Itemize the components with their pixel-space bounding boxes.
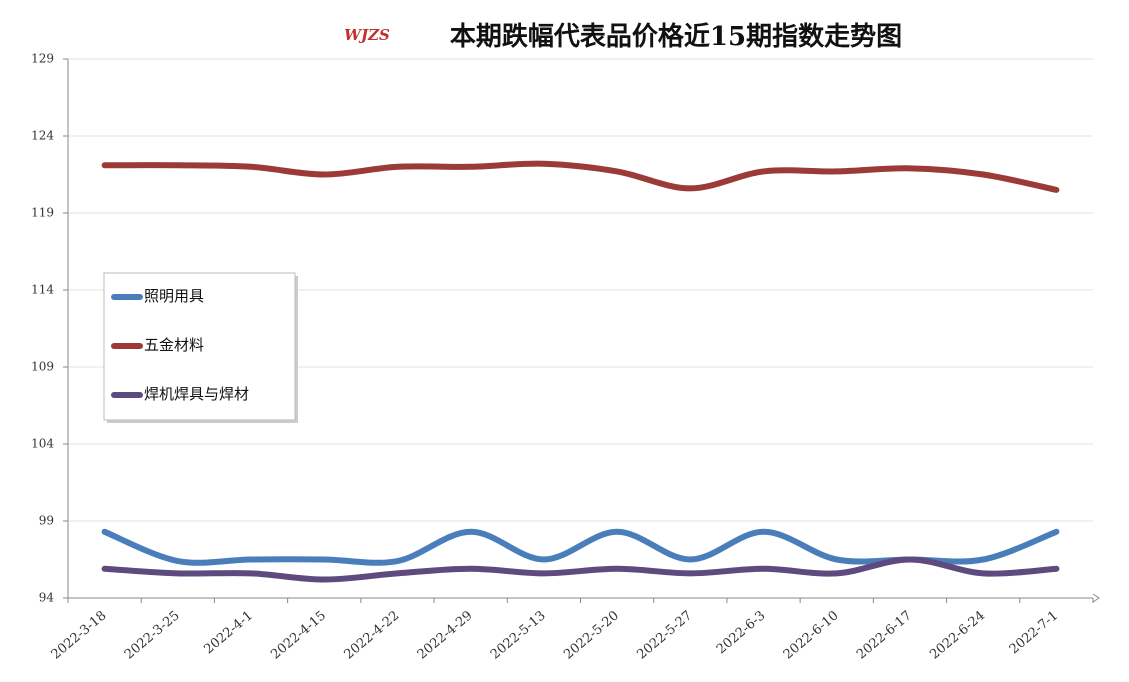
x-tick-label: 2022-4-22 [342,608,403,662]
x-tick-label: 2022-5-13 [488,608,549,662]
y-tick-label: 104 [31,437,54,451]
y-tick-label: 99 [39,514,54,528]
x-axis-arrow [1092,593,1100,603]
y-tick-label: 129 [31,52,54,66]
logo: WJZS [344,26,390,44]
x-tick-label: 2022-5-27 [634,608,695,662]
legend-label: 五金材料 [144,336,204,354]
x-tick-label: 2022-7-1 [1007,608,1061,657]
x-tick-label: 2022-6-10 [781,608,842,662]
x-tick-label: 2022-3-18 [49,608,110,662]
x-tick-label: 2022-4-15 [268,608,329,662]
legend-label: 照明用具 [144,287,204,305]
x-tick-label: 2022-5-20 [561,608,622,662]
series-line [101,556,1060,583]
y-tick-label: 124 [31,129,54,143]
y-tick-label: 119 [31,206,54,220]
x-tick-label: 2022-6-24 [927,608,988,662]
y-tick-label: 109 [31,360,54,374]
y-tick-label: 114 [31,283,54,297]
x-tick-label: 2022-4-1 [201,608,255,657]
series-line [101,160,1060,193]
x-tick-label: 2022-3-25 [122,608,183,662]
y-tick-label: 94 [39,591,55,605]
x-tick-label: 2022-6-3 [714,608,768,657]
x-tick-label: 2022-6-17 [854,608,915,662]
legend-label: 焊机焊具与焊材 [144,385,249,403]
x-tick-label: 2022-4-29 [415,608,476,662]
chart-title: 本期跌幅代表品价格近15期指数走势图 [450,21,902,52]
